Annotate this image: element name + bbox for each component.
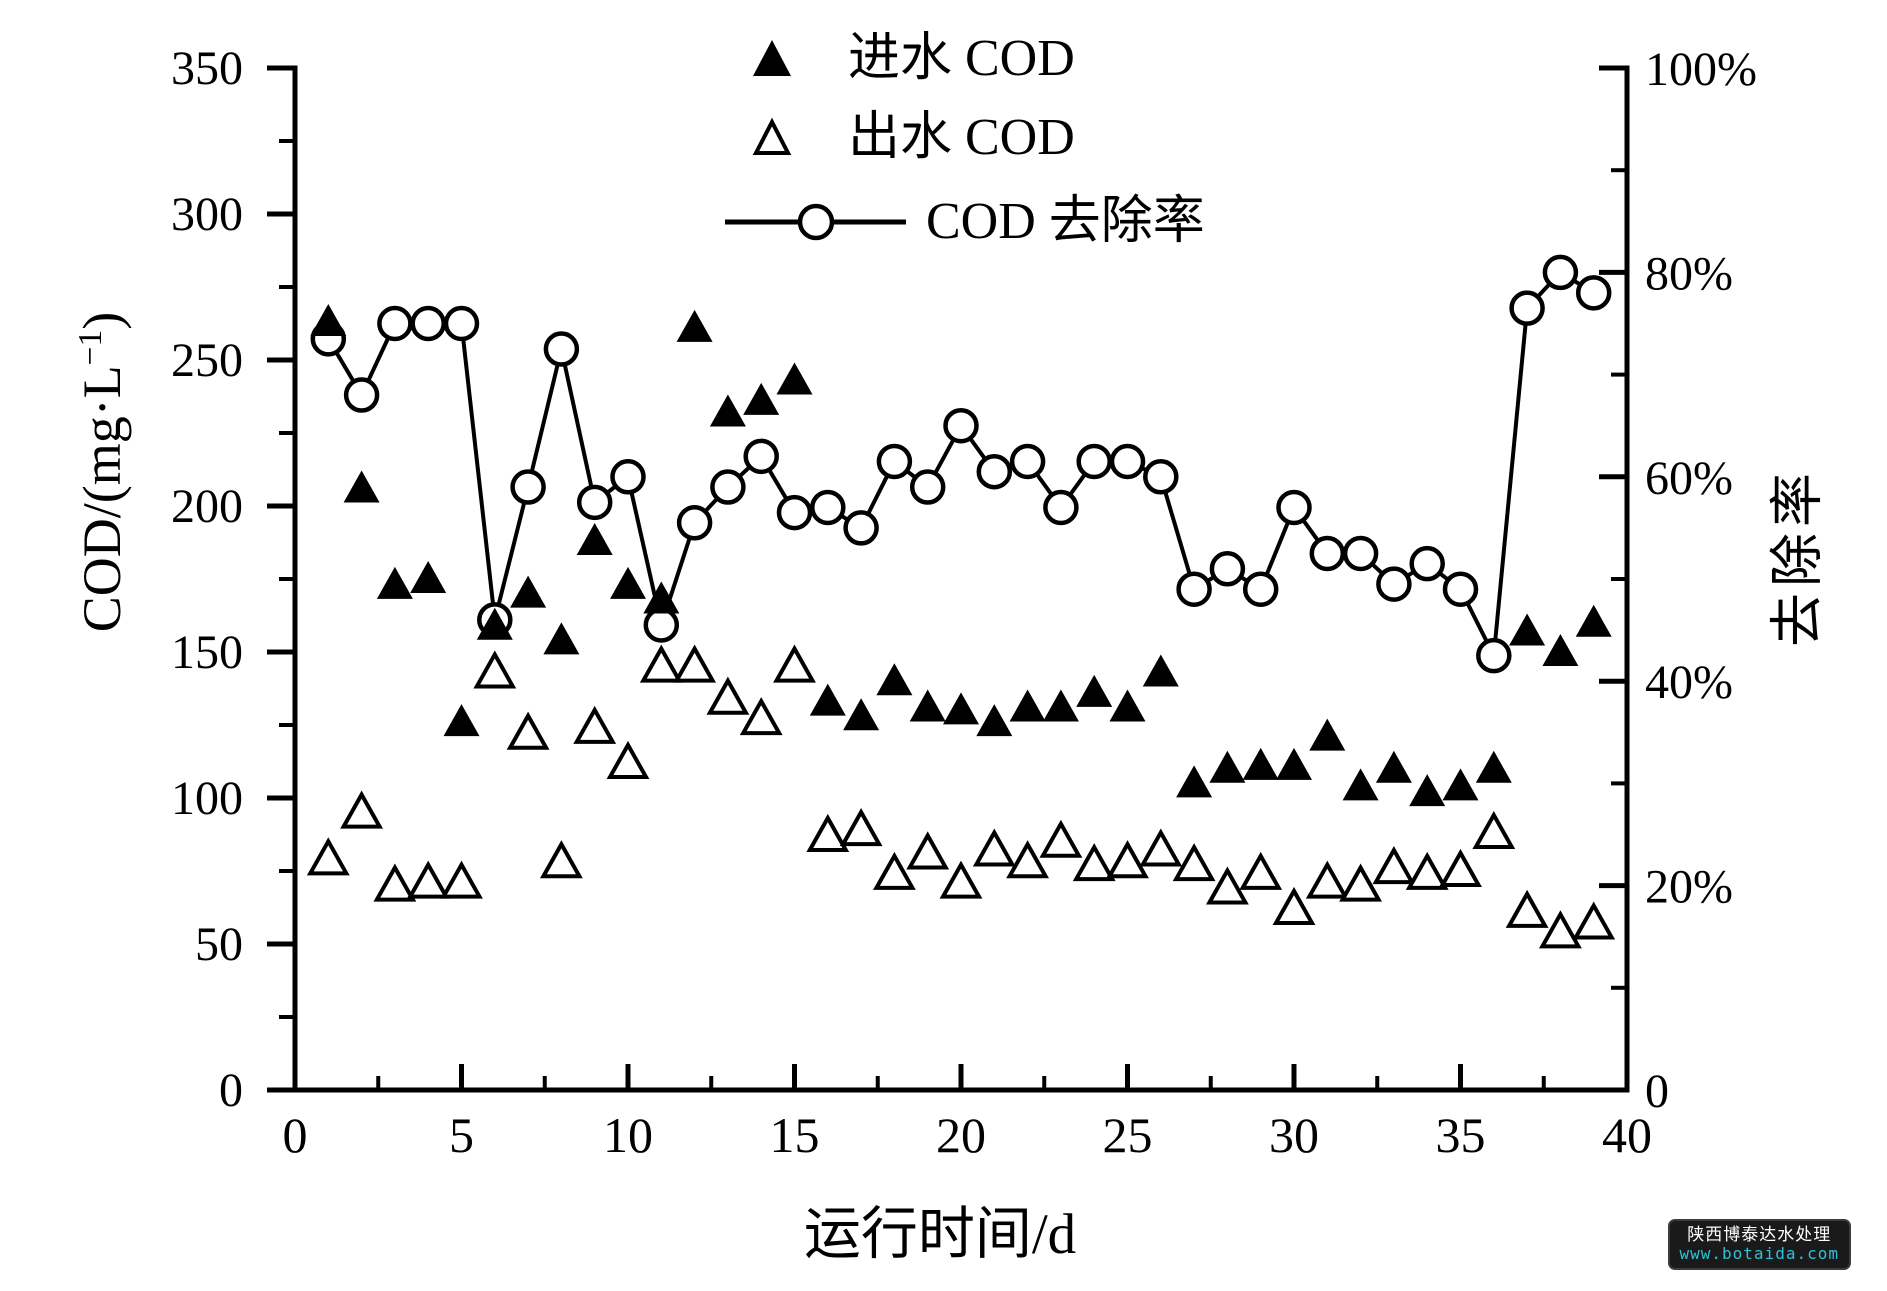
svg-text:350: 350	[171, 42, 243, 95]
legend-item-influent: 进水 COD	[748, 33, 1075, 85]
watermark-badge: 陕西博泰达水处理 www.botaida.com	[1667, 1219, 1851, 1270]
svg-text:0: 0	[283, 1107, 308, 1163]
svg-text:10: 10	[603, 1107, 653, 1163]
svg-text:80%: 80%	[1645, 247, 1733, 300]
legend-item-removal: COD 去除率	[723, 196, 1205, 248]
svg-text:50: 50	[195, 918, 243, 971]
svg-text:100%: 100%	[1645, 43, 1757, 96]
svg-text:150: 150	[171, 626, 243, 679]
svg-text:20%: 20%	[1645, 861, 1733, 914]
watermark-company: 陕西博泰达水处理	[1687, 1225, 1832, 1245]
legend-label-removal: COD 去除率	[926, 193, 1205, 250]
svg-text:20: 20	[936, 1107, 986, 1163]
left-axis-title-close: )	[72, 311, 132, 330]
axis-ticks	[267, 65, 1627, 1093]
series-effluent-markers	[306, 644, 1616, 949]
svg-text:5: 5	[449, 1107, 474, 1163]
legend-label-influent: 进水 COD	[848, 30, 1075, 87]
svg-text:25: 25	[1103, 1107, 1153, 1163]
legend-label-effluent: 出水 COD	[848, 109, 1075, 166]
svg-text:0: 0	[1645, 1065, 1669, 1118]
series-removal-markers	[310, 254, 1612, 674]
line-circle-icon	[725, 203, 906, 241]
svg-text:15: 15	[770, 1107, 820, 1163]
left-axis-title: COD/(mg·L−1)	[72, 312, 423, 633]
svg-text:35: 35	[1436, 1107, 1486, 1163]
series-influent-markers	[310, 304, 1612, 807]
svg-text:200: 200	[171, 480, 243, 533]
left-axis-title-text: COD/(mg·L	[72, 365, 132, 633]
svg-text:30: 30	[1269, 1107, 1319, 1163]
svg-text:40%: 40%	[1645, 656, 1733, 709]
left-axis-title-sup: −1	[72, 329, 109, 366]
svg-text:100: 100	[171, 772, 243, 825]
watermark-url: www.botaida.com	[1679, 1243, 1839, 1263]
svg-text:300: 300	[171, 188, 243, 241]
filled-triangle-icon	[753, 40, 791, 76]
svg-text:60%: 60%	[1645, 452, 1733, 505]
svg-text:250: 250	[171, 334, 243, 387]
open-triangle-icon	[752, 117, 792, 155]
svg-text:40: 40	[1602, 1107, 1652, 1163]
right-axis-title: 去除率	[1767, 467, 1828, 647]
svg-text:0: 0	[219, 1064, 243, 1117]
axis-tick-labels: 0 50 100 150 200 250 300 350 0 20% 40% 60% 80% 100% 0 5…	[171, 42, 1757, 1163]
legend-item-effluent: 出水 COD	[750, 112, 1075, 164]
x-axis-title: 运行时间/d	[803, 1203, 1077, 1266]
